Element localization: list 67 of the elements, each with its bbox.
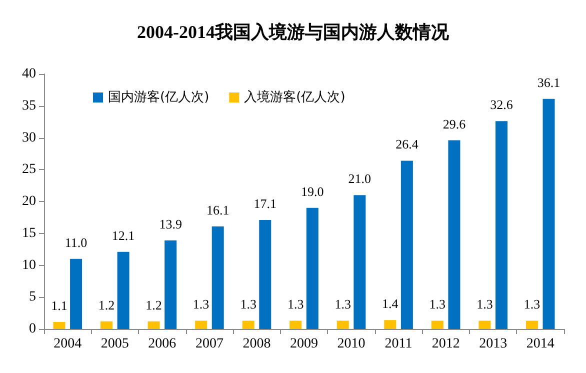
y-tick-label: 40 (22, 66, 36, 82)
legend-label: 入境游客(亿人次) (244, 89, 346, 105)
bar (242, 320, 254, 329)
x-tick-label: 2004 (54, 336, 82, 352)
x-tick-label: 2012 (432, 336, 460, 352)
y-tick-label: 25 (22, 162, 36, 178)
data-label: 1.3 (334, 296, 351, 312)
bar (100, 321, 113, 329)
data-label: 21.0 (348, 171, 372, 186)
data-label: 11.0 (64, 234, 88, 250)
data-label: 1.3 (524, 296, 540, 312)
y-tick-label: 5 (29, 290, 36, 305)
y-tick-label: 35 (22, 98, 36, 114)
data-label: 1.1 (51, 298, 68, 313)
bar (495, 121, 508, 329)
data-label: 1.3 (240, 296, 256, 312)
data-label: 1.4 (382, 296, 399, 312)
bar (148, 321, 160, 329)
bar (336, 320, 349, 329)
legend-label: 国内游客(亿人次) (108, 89, 210, 105)
data-label: 1.2 (98, 297, 115, 312)
x-tick-label: 2005 (100, 336, 129, 352)
data-label: 29.6 (442, 116, 466, 132)
x-tick-label: 2007 (195, 336, 224, 352)
bar (212, 226, 224, 329)
bar (478, 320, 491, 329)
bar (70, 258, 82, 329)
data-label: 17.1 (254, 196, 276, 211)
bar (53, 322, 66, 329)
y-tick-label: 10 (22, 258, 36, 273)
data-label: 1.3 (429, 296, 446, 312)
bar (542, 98, 555, 329)
x-tick-label: 2014 (526, 336, 554, 352)
x-tick-label: 2009 (290, 336, 318, 352)
data-label: 1.3 (192, 296, 210, 312)
data-label: 32.6 (490, 97, 514, 112)
data-label: 1.3 (287, 296, 304, 312)
data-label: 36.1 (537, 74, 560, 90)
bar (290, 320, 302, 329)
x-tick-label: 2010 (337, 336, 366, 352)
bar (354, 195, 366, 329)
bar (117, 252, 130, 329)
bar (431, 320, 444, 329)
data-label: 16.1 (206, 202, 230, 218)
data-label: 13.9 (159, 216, 182, 232)
bar (400, 160, 413, 329)
y-tick-label: 20 (22, 194, 36, 209)
data-label: 1.3 (476, 296, 493, 312)
data-label: 26.4 (396, 136, 419, 152)
y-tick-label: 30 (22, 130, 36, 146)
data-label: 1.2 (146, 297, 162, 312)
data-label: 12.1 (112, 228, 135, 243)
y-tick-label: 0 (29, 322, 36, 336)
bar (384, 320, 396, 329)
y-tick-label: 15 (22, 226, 36, 241)
x-tick-label: 2008 (242, 336, 271, 352)
bar (448, 140, 460, 329)
bar (195, 320, 208, 329)
bar (306, 208, 318, 329)
bar (526, 320, 538, 329)
bar (164, 240, 177, 329)
x-tick-label: 2011 (384, 336, 412, 352)
x-tick-label: 2006 (148, 336, 176, 352)
bar (259, 220, 272, 329)
x-tick-label: 2013 (479, 336, 508, 352)
chart-title: 2004-2014我国入境游与国内游人数情况 (137, 22, 450, 42)
data-label: 19.0 (301, 184, 324, 199)
